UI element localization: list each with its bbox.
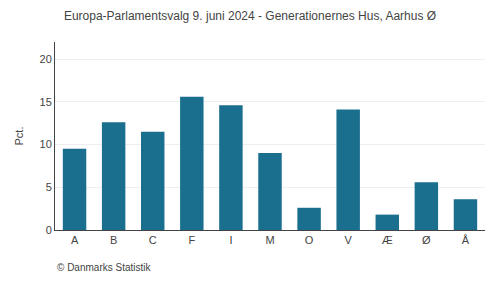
svg-text:M: M (265, 234, 274, 246)
svg-text:5: 5 (46, 181, 52, 193)
svg-text:B: B (110, 234, 117, 246)
svg-text:Æ: Æ (382, 234, 393, 246)
svg-text:V: V (345, 234, 353, 246)
svg-text:Å: Å (462, 234, 470, 246)
svg-text:15: 15 (40, 96, 52, 108)
svg-text:F: F (188, 234, 195, 246)
svg-text:Ø: Ø (422, 234, 431, 246)
svg-text:O: O (305, 234, 314, 246)
svg-text:20: 20 (40, 53, 52, 65)
svg-text:I: I (229, 234, 232, 246)
svg-text:Pct.: Pct. (13, 127, 25, 146)
svg-text:10: 10 (40, 138, 52, 150)
svg-text:C: C (149, 234, 157, 246)
svg-text:0: 0 (46, 224, 52, 236)
svg-text:© Danmarks Statistik: © Danmarks Statistik (57, 262, 152, 273)
svg-text:A: A (71, 234, 79, 246)
svg-text:Europa-Parlamentsvalg 9. juni: Europa-Parlamentsvalg 9. juni 2024 - Gen… (64, 9, 436, 23)
